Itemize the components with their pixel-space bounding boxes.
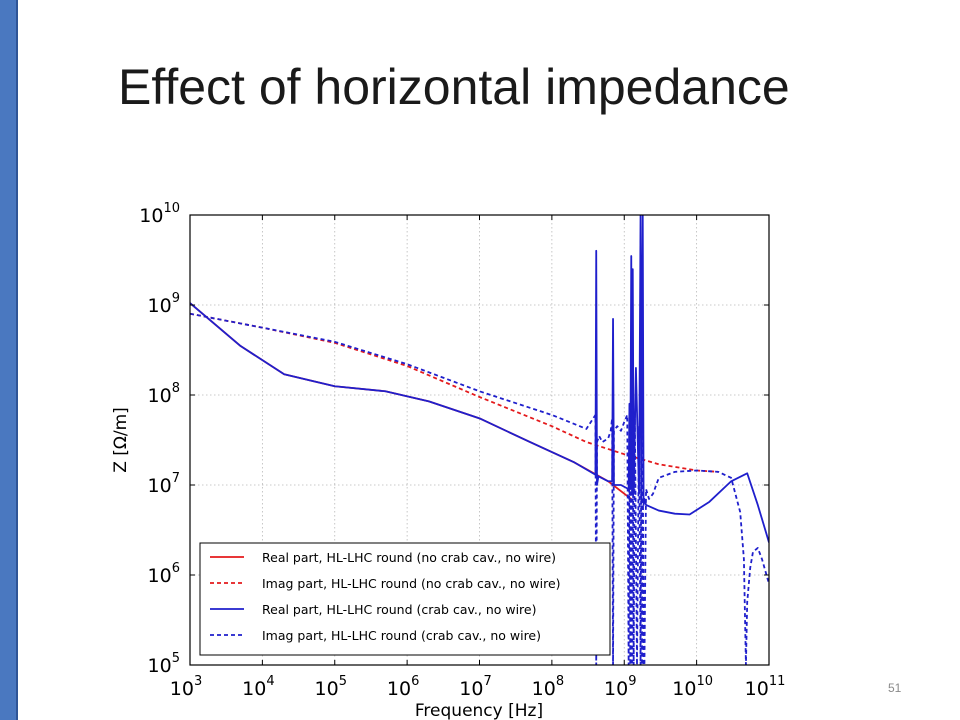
- x-tick-label: 103: [170, 674, 202, 700]
- slide-number: 51: [888, 681, 902, 695]
- y-tick-label: 1010: [139, 201, 180, 227]
- y-tick-label: 105: [148, 651, 180, 677]
- y-tick-label: 106: [148, 561, 180, 587]
- x-tick-label: 1011: [745, 674, 786, 700]
- series-line-3: [190, 215, 769, 543]
- x-tick-label: 107: [459, 674, 491, 700]
- legend-label-1: Real part, HL-LHC round (no crab cav., n…: [262, 550, 556, 565]
- legend: Real part, HL-LHC round (no crab cav., n…: [199, 542, 611, 656]
- y-tick-label: 108: [148, 381, 180, 407]
- slide-title: Effect of horizontal impedance: [118, 59, 790, 115]
- x-tick-label: 1010: [672, 674, 713, 700]
- legend-box: [199, 542, 611, 656]
- y-tick-label: 109: [148, 291, 180, 317]
- x-tick-label: 105: [315, 674, 347, 700]
- legend-label-2: Imag part, HL-LHC round (no crab cav., n…: [262, 576, 561, 591]
- x-axis-label: Frequency [Hz]: [415, 701, 543, 720]
- series-layer: [190, 215, 769, 665]
- slide-accent-bar: [0, 0, 18, 720]
- legend-label-3: Real part, HL-LHC round (crab cav., no w…: [262, 602, 537, 617]
- x-tick-label: 106: [387, 674, 419, 700]
- y-tick-label: 107: [148, 471, 180, 497]
- series-line-4: [190, 312, 769, 665]
- x-tick-label: 104: [242, 674, 274, 700]
- y-axis-label: Z [Ω/m]: [111, 407, 131, 473]
- legend-label-4: Imag part, HL-LHC round (crab cav., no w…: [262, 628, 541, 643]
- x-tick-label: 108: [532, 674, 564, 700]
- x-tick-label: 109: [604, 674, 636, 700]
- series-line-2: [190, 312, 719, 473]
